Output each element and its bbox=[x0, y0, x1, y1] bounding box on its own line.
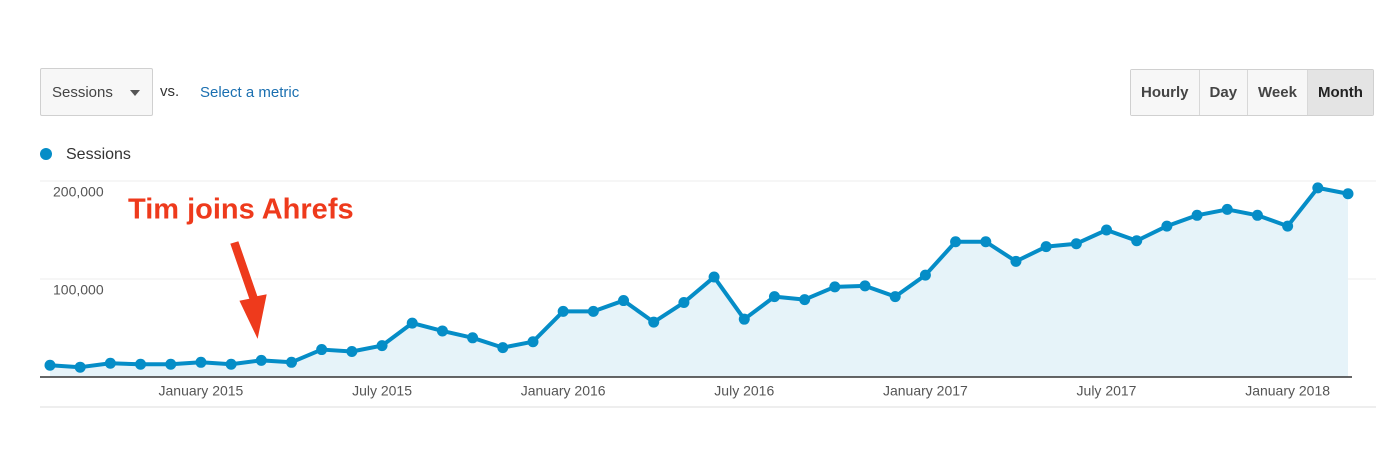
granularity-button[interactable]: Week bbox=[1247, 70, 1307, 115]
point bbox=[768, 291, 780, 303]
point bbox=[376, 340, 388, 352]
x-tick-label: January 2018 bbox=[1245, 383, 1330, 399]
plot: 100,000 200,000 January 2015 July 2015 Janua… bbox=[40, 180, 1376, 399]
point bbox=[708, 271, 720, 283]
granularity-buttons: Hourly Day Week Month bbox=[1130, 69, 1374, 116]
point bbox=[467, 332, 479, 344]
point bbox=[889, 291, 901, 303]
point bbox=[980, 236, 992, 248]
point bbox=[618, 295, 630, 307]
granularity-button[interactable]: Day bbox=[1198, 70, 1248, 115]
point bbox=[527, 336, 539, 348]
point bbox=[1070, 238, 1082, 250]
area bbox=[50, 187, 1348, 377]
point bbox=[648, 316, 660, 328]
point bbox=[225, 358, 237, 370]
point bbox=[1161, 220, 1173, 232]
point bbox=[165, 358, 177, 370]
point bbox=[799, 294, 811, 306]
point bbox=[497, 342, 509, 354]
x-tick-label: July 2015 bbox=[352, 383, 412, 399]
x-tick-label: January 2015 bbox=[159, 383, 244, 399]
point bbox=[1101, 224, 1113, 236]
point bbox=[1191, 209, 1203, 221]
point bbox=[557, 305, 569, 317]
point bbox=[1282, 220, 1294, 232]
point bbox=[1221, 203, 1233, 215]
y-tick-label: 100,000 bbox=[53, 282, 104, 298]
vs-label: vs. bbox=[160, 83, 180, 100]
point bbox=[859, 280, 871, 292]
point bbox=[74, 361, 86, 373]
point bbox=[829, 281, 841, 293]
point bbox=[738, 313, 750, 325]
point bbox=[1040, 241, 1052, 253]
x-tick-label: January 2016 bbox=[521, 383, 606, 399]
x-tick-label: July 2016 bbox=[714, 383, 774, 399]
point bbox=[255, 354, 267, 366]
point bbox=[436, 325, 448, 337]
point bbox=[104, 357, 116, 369]
point bbox=[346, 346, 358, 358]
point bbox=[1131, 235, 1143, 247]
metric-dropdown[interactable]: Sessions bbox=[40, 68, 153, 116]
point bbox=[1342, 188, 1354, 200]
point bbox=[587, 305, 599, 317]
x-tick-label: January 2017 bbox=[883, 383, 968, 399]
granularity-button[interactable]: Month bbox=[1306, 70, 1373, 115]
y-tick-label: 200,000 bbox=[53, 184, 104, 200]
point bbox=[950, 236, 962, 248]
point bbox=[195, 356, 207, 368]
point bbox=[1312, 182, 1324, 194]
legend-dot bbox=[40, 148, 52, 160]
select-metric-link[interactable]: Select a metric bbox=[200, 84, 300, 101]
point bbox=[1010, 255, 1022, 267]
point bbox=[316, 344, 328, 356]
point bbox=[678, 297, 690, 309]
legend-label: Sessions bbox=[66, 146, 131, 163]
point bbox=[1251, 209, 1263, 221]
annotation: Tim joins Ahrefs bbox=[128, 194, 354, 226]
annotation-arrow bbox=[227, 238, 270, 346]
point bbox=[919, 269, 931, 281]
x-tick-label: July 2017 bbox=[1077, 383, 1137, 399]
point bbox=[44, 359, 56, 371]
granularity-button[interactable]: Hourly bbox=[1131, 70, 1199, 115]
point bbox=[135, 358, 147, 370]
point bbox=[285, 356, 297, 368]
point bbox=[406, 317, 418, 329]
